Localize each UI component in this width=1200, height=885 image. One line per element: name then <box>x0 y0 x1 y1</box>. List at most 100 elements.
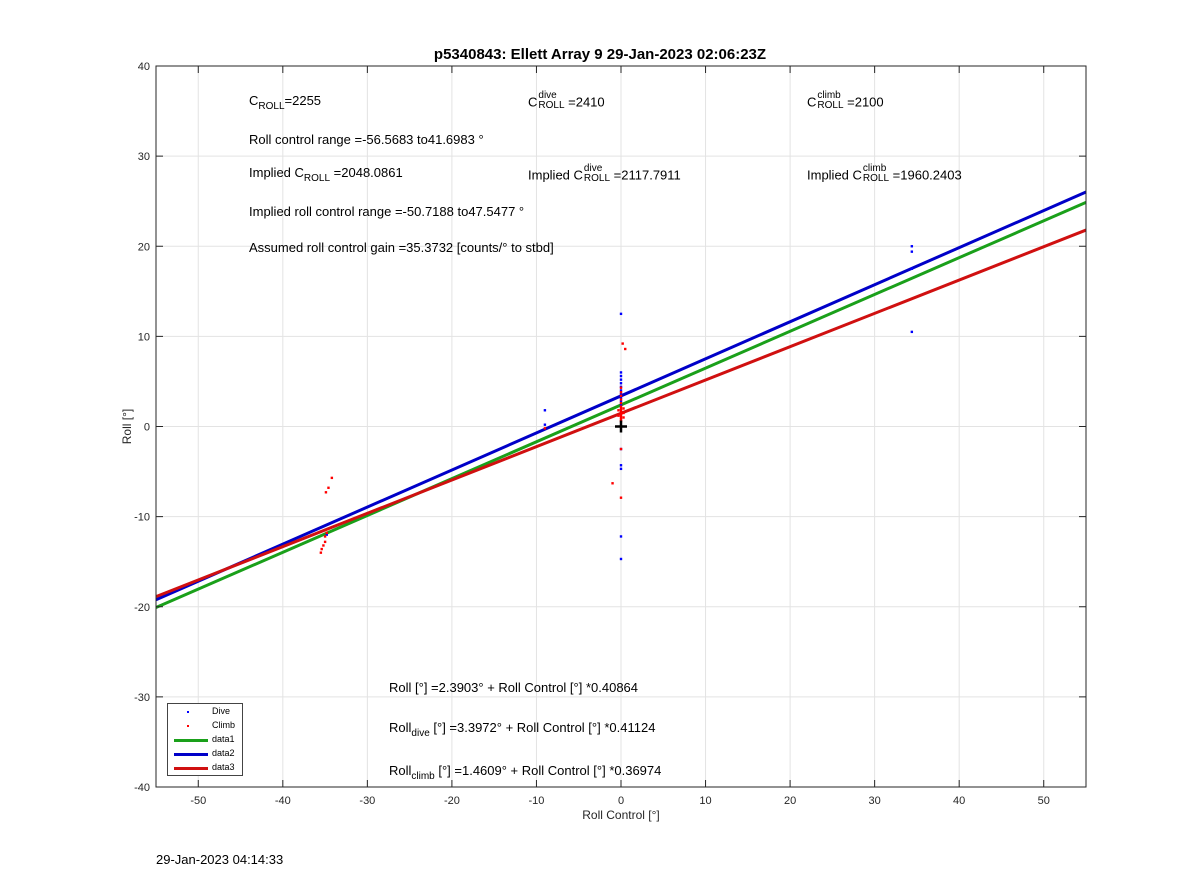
data-point-climb <box>622 411 625 415</box>
y-tick-label: 40 <box>138 61 150 73</box>
data-point-climb <box>323 540 327 544</box>
data-point-climb <box>619 409 623 412</box>
data-point-climb <box>624 347 627 351</box>
x-tick-label: 30 <box>869 795 881 807</box>
legend-line-data3 <box>174 767 208 770</box>
y-tick-label: 30 <box>138 151 150 163</box>
x-tick-label: 40 <box>953 795 965 807</box>
data-point-climb <box>325 531 328 535</box>
legend-label-climb: Climb <box>212 720 236 730</box>
data-point-climb <box>619 401 623 405</box>
fit-dive-annotation: Rolldive [°] =3.3972° + Roll Control [°]… <box>389 720 656 739</box>
legend-line-data1 <box>174 739 208 742</box>
data-point-climb <box>619 447 623 451</box>
data-point-dive <box>619 371 623 374</box>
x-tick-label: -20 <box>444 795 460 807</box>
y-tick-label: 20 <box>138 241 150 253</box>
x-tick-label: 10 <box>699 795 711 807</box>
fit-climb-annotation: Rollclimb [°] =1.4609° + Roll Control [°… <box>389 763 662 782</box>
data-point-climb <box>619 398 623 401</box>
data-point-climb <box>320 547 323 551</box>
data-point-climb <box>619 394 623 398</box>
data-point-dive <box>619 464 623 467</box>
x-tick-label: 0 <box>618 795 624 807</box>
data-point-dive <box>619 382 623 385</box>
data-point-dive <box>619 535 623 538</box>
y-tick-label: -30 <box>134 692 150 704</box>
fit-all-annotation: Roll [°] =2.3903° + Roll Control [°] *0.… <box>389 680 639 695</box>
legend-item-data3: data3 <box>168 761 242 775</box>
assumed-gain-annotation: Assumed roll control gain =35.3732 [coun… <box>249 240 554 255</box>
data-point-climb <box>619 496 623 499</box>
chart-legend: Dive Climb data1 data2 data3 <box>167 703 243 776</box>
data-point-climb <box>619 391 623 394</box>
data-point-climb <box>622 416 625 419</box>
c-roll-annotation: CROLL=2255 <box>249 93 322 112</box>
data-point-dive <box>910 330 914 334</box>
data-point-dive <box>910 250 914 253</box>
y-tick-label: -10 <box>134 512 150 524</box>
y-tick-label: -40 <box>134 782 150 794</box>
implied-c-roll-annotation: Implied CROLL =2048.0861 <box>249 165 403 184</box>
y-axis-label: Roll [°] <box>120 409 134 444</box>
x-tick-label: 50 <box>1038 795 1050 807</box>
data-point-climb <box>621 342 624 345</box>
data-point-dive <box>619 374 623 378</box>
data-point-dive <box>325 533 328 536</box>
data-point-climb <box>322 544 325 547</box>
data-point-dive <box>619 557 623 561</box>
data-point-dive <box>619 396 623 399</box>
data-point-climb <box>619 414 623 417</box>
legend-item-data2: data2 <box>168 747 242 761</box>
data-point-climb <box>543 427 547 430</box>
legend-label-data2: data2 <box>212 748 235 758</box>
data-point-dive <box>910 267 914 270</box>
data-point-dive <box>619 312 623 316</box>
data-point-climb <box>619 405 623 408</box>
data-point-climb <box>619 386 623 389</box>
data-point-climb <box>323 535 327 538</box>
legend-item-climb: Climb <box>168 719 242 733</box>
y-tick-label: 10 <box>138 331 150 343</box>
data-point-climb <box>619 410 623 414</box>
data-point-dive <box>543 409 547 412</box>
data-point-climb <box>622 407 625 410</box>
x-axis-label: Roll Control [°] <box>582 808 660 822</box>
roll-control-range-annotation: Roll control range =-56.5683 to41.6983 ° <box>249 132 484 147</box>
data-point-climb <box>619 418 623 421</box>
data-point-dive <box>619 400 623 403</box>
legend-line-data2 <box>174 753 208 756</box>
data-point-dive <box>543 423 547 426</box>
data-point-climb <box>617 414 620 417</box>
data-point-climb <box>324 491 328 494</box>
data-point-dive <box>619 392 623 396</box>
data-point-climb <box>319 551 323 554</box>
data-point-climb <box>330 476 334 480</box>
data-point-dive <box>619 378 623 381</box>
legend-marker-dive <box>187 711 189 713</box>
data-point-climb <box>619 412 623 416</box>
data-point-climb <box>327 486 330 489</box>
data-point-climb <box>611 482 614 485</box>
legend-label-data1: data1 <box>212 734 235 744</box>
legend-label-dive: Dive <box>212 706 231 716</box>
data-point-climb <box>619 407 623 410</box>
data-point-dive <box>910 245 914 248</box>
y-tick-label: -20 <box>134 602 150 614</box>
data-point-dive <box>619 467 623 471</box>
legend-label-data3: data3 <box>212 762 235 772</box>
x-tick-label: 20 <box>784 795 796 807</box>
data-point-climb <box>619 416 623 419</box>
chart-title: p5340843: Ellett Array 9 29-Jan-2023 02:… <box>433 46 767 63</box>
data-point-dive <box>619 389 623 392</box>
implied-roll-control-range-annotation: Implied roll control range =-50.7188 to4… <box>249 204 525 219</box>
x-tick-label: -30 <box>359 795 375 807</box>
x-tick-label: -50 <box>190 795 206 807</box>
x-tick-label: -10 <box>529 795 545 807</box>
data-point-climb <box>617 409 620 412</box>
